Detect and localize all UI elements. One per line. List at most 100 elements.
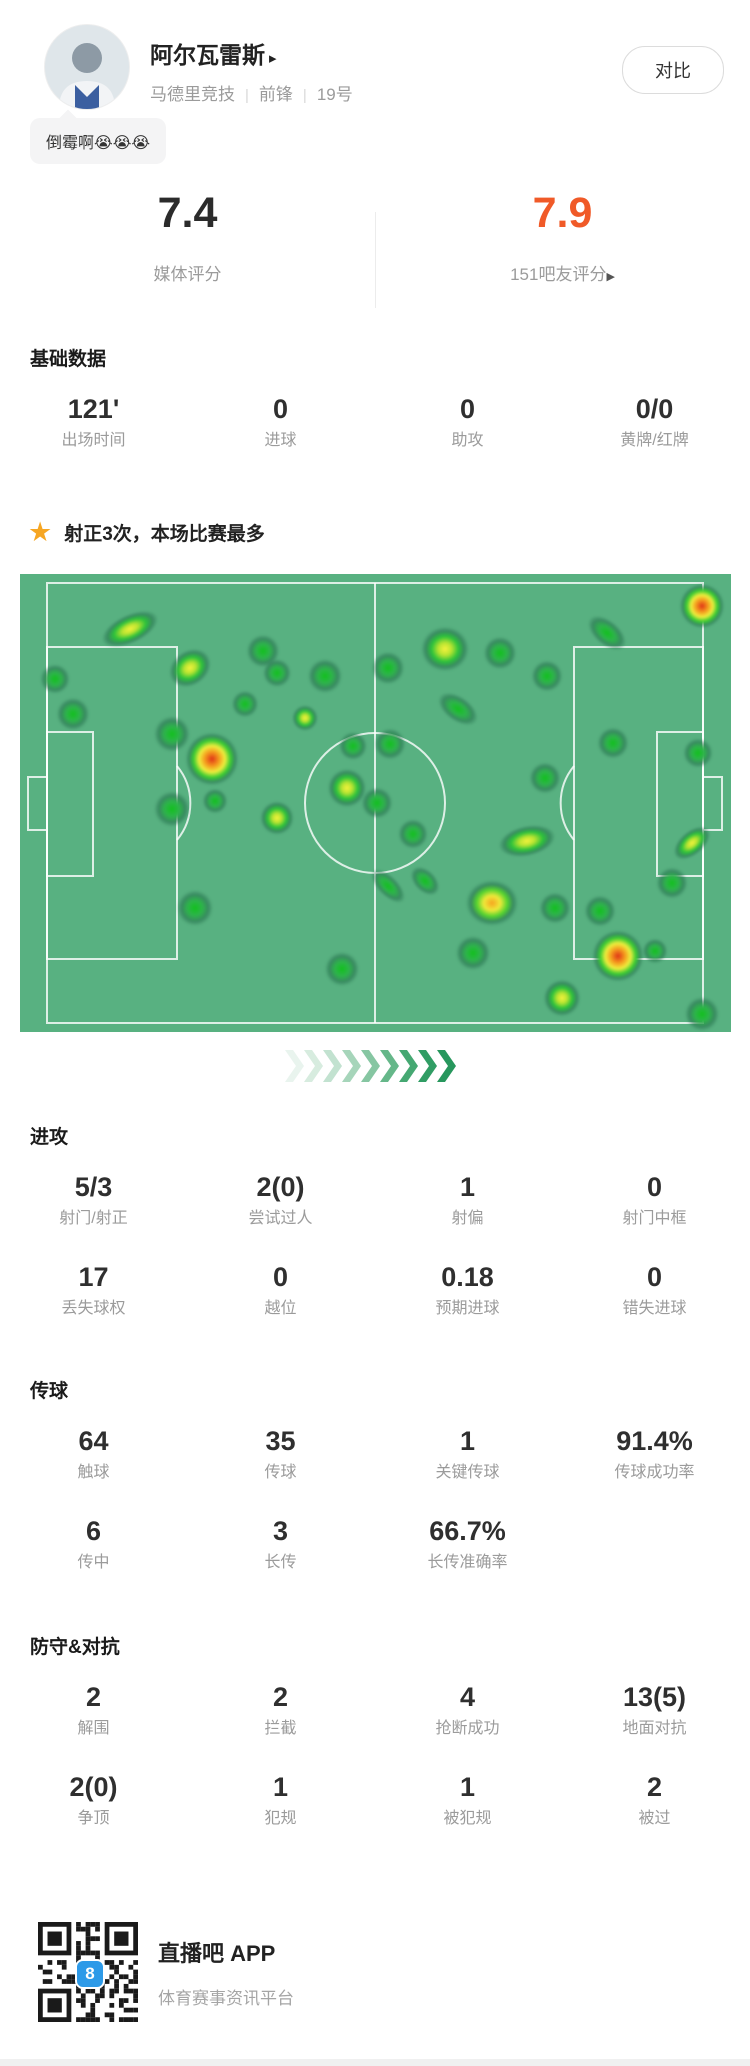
stat-cell: 35 传球 xyxy=(187,1422,374,1512)
stat-label: 拦截 xyxy=(264,1720,297,1737)
heat-blob-g xyxy=(593,723,633,763)
heat-blob-g xyxy=(680,992,724,1032)
stat-value: 121' xyxy=(67,394,120,424)
stat-label: 黄牌/红牌 xyxy=(620,432,689,449)
fans-rating-text: 151吧友评分 xyxy=(510,265,607,284)
heat-blob-g xyxy=(228,687,262,721)
media-rating: 7.4 媒体评分 xyxy=(0,188,375,285)
stat-cell: 0 错失进球 xyxy=(561,1258,748,1348)
stat-value: 0 xyxy=(459,394,476,424)
stat-cell: 0.18 预期进球 xyxy=(374,1258,561,1348)
stat-label: 传球 xyxy=(264,1464,297,1481)
stat-value: 2 xyxy=(646,1772,663,1802)
stat-cell: 1 关键传球 xyxy=(374,1422,561,1512)
heat-blob-g xyxy=(679,734,717,772)
stat-label: 传球成功率 xyxy=(614,1464,695,1481)
stat-label: 长传 xyxy=(264,1554,297,1571)
heat-blob-g xyxy=(652,863,692,903)
heat-blob-g xyxy=(335,728,371,764)
stat-cell: 121' 出场时间 xyxy=(0,390,187,480)
stat-value: 0/0 xyxy=(635,394,674,424)
heat-blob-y xyxy=(256,797,298,839)
divider: | xyxy=(245,87,249,104)
section-title: 进攻 xyxy=(30,1127,69,1148)
touch-heatmap xyxy=(20,574,731,1032)
star-icon: ★ xyxy=(28,517,53,547)
heat-blob-y xyxy=(415,621,475,677)
stat-label: 射门中框 xyxy=(622,1210,687,1227)
stat-cell: 0 助攻 xyxy=(374,390,561,480)
heat-blob-g xyxy=(149,711,195,757)
heat-blob-g xyxy=(535,888,575,928)
heat-blob-g xyxy=(479,632,521,674)
stat-cell: 1 射偏 xyxy=(374,1168,561,1258)
stat-label: 被犯规 xyxy=(443,1810,492,1827)
avatar xyxy=(44,24,130,110)
heat-blob-r xyxy=(588,926,648,986)
stat-cell: 2 被过 xyxy=(561,1768,748,1858)
player-name-text: 阿尔瓦雷斯 xyxy=(150,42,265,68)
stat-value: 91.4% xyxy=(616,1426,693,1456)
compare-button[interactable]: 对比 xyxy=(622,46,724,94)
player-number: 19号 xyxy=(316,85,353,104)
heat-blob-g xyxy=(357,783,397,823)
stat-value: 64 xyxy=(78,1426,109,1456)
heat-blob-g xyxy=(367,647,409,689)
stat-cell: 4 抢断成功 xyxy=(374,1678,561,1768)
stat-label: 传中 xyxy=(77,1554,110,1571)
stat-cell: 0 进球 xyxy=(187,390,374,480)
heat-blob-g xyxy=(303,654,347,698)
stat-value: 0.18 xyxy=(441,1262,494,1292)
heat-blob-g xyxy=(370,724,410,764)
player-name[interactable]: 阿尔瓦雷斯 ▸ xyxy=(150,36,277,70)
heat-blob-o xyxy=(460,875,524,931)
stat-value: 2 xyxy=(85,1682,102,1712)
stat-label: 尝试过人 xyxy=(248,1210,313,1227)
stat-value: 1 xyxy=(459,1426,476,1456)
heat-blob-g xyxy=(451,931,495,975)
stat-row: 2 解围 2 拦截 4 抢断成功 13(5) 地面对抗 xyxy=(0,1678,750,1768)
highlight-text: 射正3次，本场比赛最多 xyxy=(64,523,265,545)
stat-label: 错失进球 xyxy=(622,1300,687,1317)
stat-value: 0 xyxy=(272,394,289,424)
stat-cell: 6 传中 xyxy=(0,1512,187,1602)
stat-value: 2(0) xyxy=(69,1772,118,1802)
heat-blob-g xyxy=(580,891,620,931)
heat-blob-g xyxy=(394,815,432,853)
stat-value: 1 xyxy=(459,1172,476,1202)
stat-label: 长传准确率 xyxy=(427,1554,508,1571)
stat-value: 35 xyxy=(265,1426,296,1456)
stat-cell: 2 解围 xyxy=(0,1678,187,1768)
stat-value: 2(0) xyxy=(256,1172,305,1202)
heat-blob-g xyxy=(259,655,295,691)
divider xyxy=(375,212,376,308)
stat-cell: 0 越位 xyxy=(187,1258,374,1348)
stat-value: 0 xyxy=(646,1172,663,1202)
fans-rating[interactable]: 7.9 151吧友评分▶ xyxy=(375,188,750,285)
stat-label: 预期进球 xyxy=(435,1300,500,1317)
fans-rating-label: 151吧友评分▶ xyxy=(375,260,750,285)
app-name: 直播吧 APP xyxy=(158,1941,276,1966)
stat-cell: 2(0) 争顶 xyxy=(0,1768,187,1858)
heat-blob-g xyxy=(149,786,195,832)
stat-label: 被过 xyxy=(638,1810,671,1827)
stat-value: 66.7% xyxy=(429,1516,506,1546)
divider xyxy=(0,2059,750,2066)
media-rating-value: 7.4 xyxy=(157,189,218,237)
stat-value: 3 xyxy=(272,1516,289,1546)
stat-cell: 13(5) 地面对抗 xyxy=(561,1678,748,1768)
stat-row: 5/3 射门/射正 2(0) 尝试过人 1 射偏 0 射门中框 xyxy=(0,1168,750,1258)
stat-cell: 64 触球 xyxy=(0,1422,187,1512)
stat-cell: 66.7% 长传准确率 xyxy=(374,1512,561,1602)
heat-blob-g xyxy=(525,758,565,798)
stat-label: 抢断成功 xyxy=(435,1720,500,1737)
stat-value: 5/3 xyxy=(74,1172,113,1202)
section-title: 传球 xyxy=(30,1381,69,1402)
stat-cell: 0/0 黄牌/红牌 xyxy=(561,390,748,480)
heat-blob-g xyxy=(52,693,94,735)
stat-value: 1 xyxy=(459,1772,476,1802)
stat-label: 解围 xyxy=(77,1720,110,1737)
qr-code: 8 xyxy=(38,1922,138,2022)
stat-label: 越位 xyxy=(264,1300,297,1317)
stat-cell xyxy=(561,1512,748,1602)
